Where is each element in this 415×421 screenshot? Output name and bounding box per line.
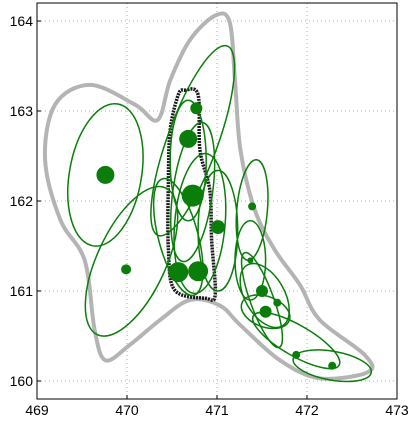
y-tick-label: 164 [10,13,34,29]
ellipse [239,262,290,329]
point [247,257,254,264]
point [210,220,225,235]
point [96,165,115,184]
point [168,262,189,283]
point [248,202,257,211]
ellipse [292,349,373,383]
ellipse [251,311,341,370]
contour [42,11,375,381]
plot-frame [36,2,398,400]
ellipse [67,102,144,247]
point [190,102,203,115]
x-tick-label: 469 [25,402,49,418]
point [328,361,337,370]
y-tick-label: 162 [10,193,34,209]
point [179,129,198,148]
point [188,261,209,282]
x-tick-label: 471 [205,402,229,418]
ellipse [84,185,179,337]
x-tick-label: 470 [115,402,139,418]
y-tick-label: 163 [10,103,34,119]
point [292,350,301,359]
ellipse [173,152,227,295]
point [259,305,272,318]
x-tick-label: 472 [295,402,319,418]
point [181,184,204,207]
y-tick-label: 160 [10,373,34,389]
ellipse [197,169,239,292]
y-tick-label: 161 [10,283,34,299]
point [273,298,282,307]
point [121,264,132,275]
point [256,285,268,297]
x-tick-label: 473 [385,402,409,418]
ellipse [169,99,207,222]
